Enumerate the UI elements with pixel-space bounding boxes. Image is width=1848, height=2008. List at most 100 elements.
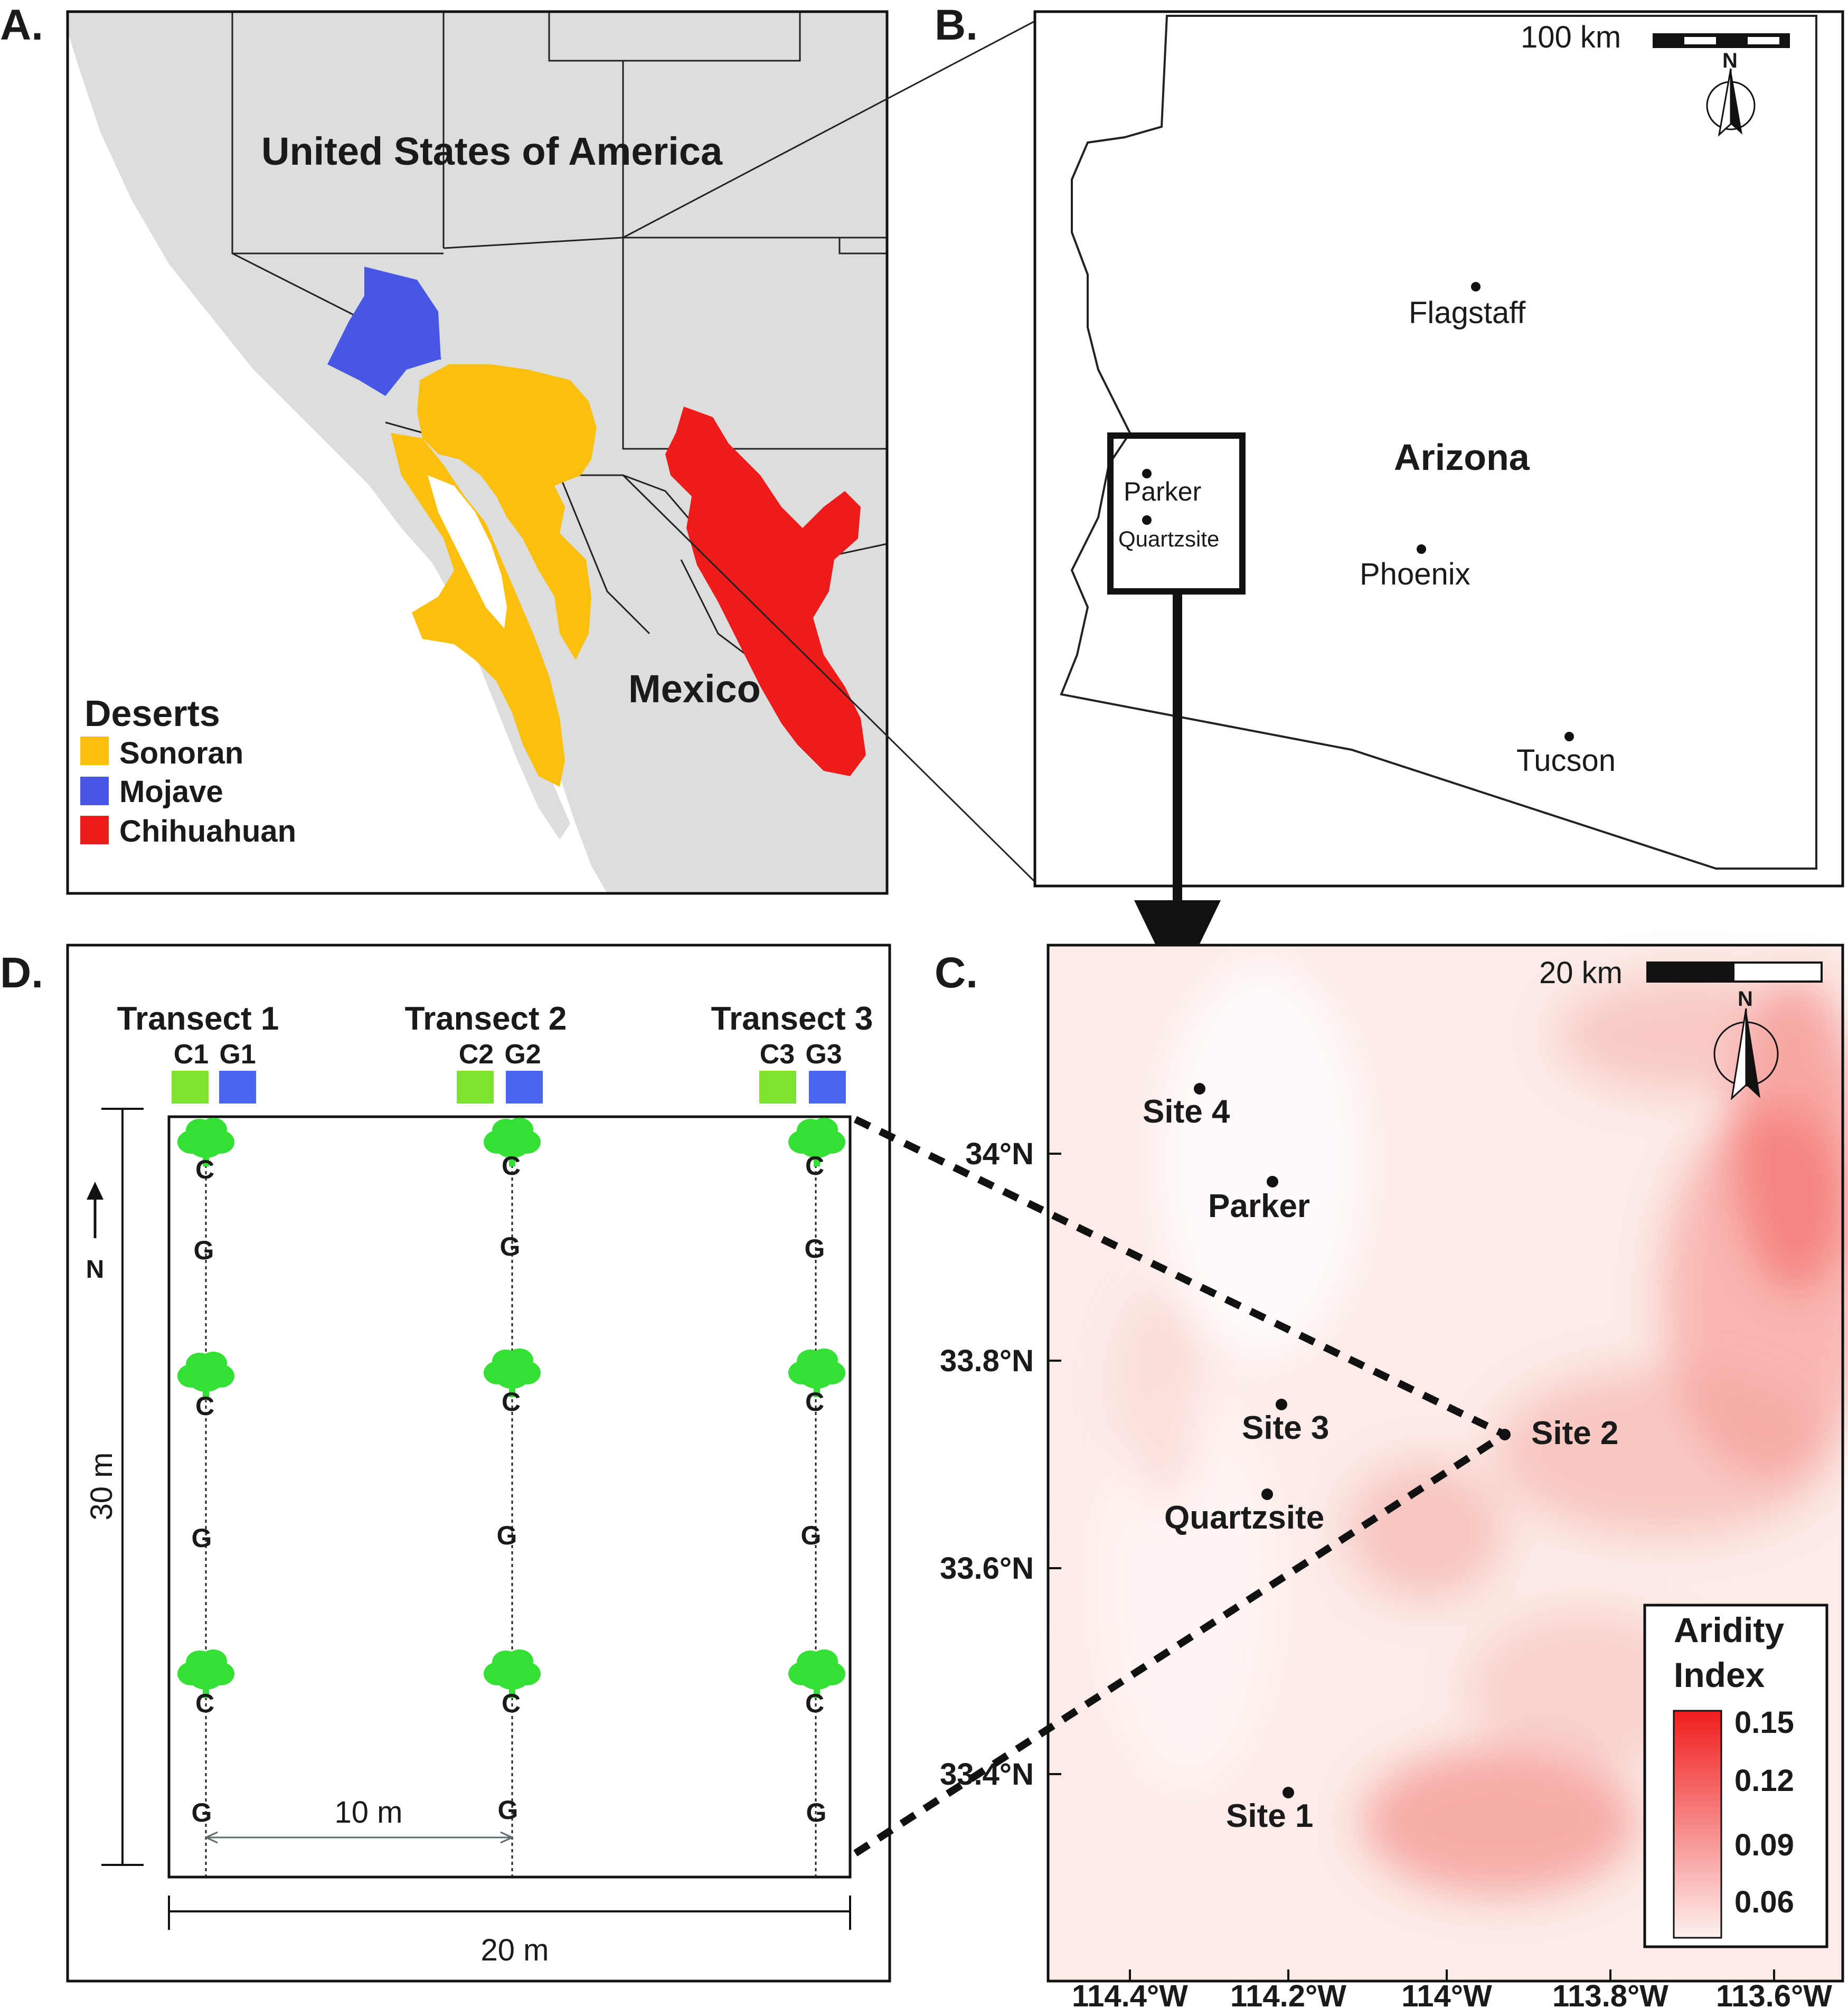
legend-label-chihuahuan: Chihuahuan	[119, 814, 296, 849]
gulf-of-california	[428, 475, 507, 628]
site-4-label: Site 4	[1143, 1093, 1230, 1130]
panel-b-label: B.	[935, 1, 978, 49]
g-mark: G	[192, 1798, 212, 1827]
transect-3-g-swatch	[809, 1071, 846, 1104]
arrow-b-to-c	[1134, 591, 1221, 990]
scale-label-b: 100 km	[1521, 20, 1621, 54]
g-mark: G	[805, 1234, 825, 1264]
width-label: 20 m	[481, 1933, 549, 1967]
aridity-color-ramp	[1673, 1710, 1722, 1939]
panel-b: B. 100 km N Arizona Flagstaff Phoenix Tu…	[935, 1, 1844, 888]
mexico-label: Mexico	[628, 667, 761, 711]
lon-tick-113-8: 113.8°W	[1552, 1979, 1668, 2008]
transect-3-c-swatch	[759, 1071, 796, 1104]
aridity-legend-value-0-06: 0.06	[1734, 1885, 1794, 1919]
plot-boundary	[167, 1115, 852, 1879]
lon-tick-113-6: 113.6°W	[1716, 1979, 1832, 2008]
aridity-legend-title-1: Aridity	[1674, 1610, 1784, 1649]
mojave-desert	[327, 267, 441, 396]
scale-bar-c: 20 km	[1539, 956, 1823, 990]
chihuahuan-desert	[665, 407, 866, 776]
transect-2-c-swatch	[457, 1071, 494, 1104]
spacing-dimension: 10 m	[205, 1795, 513, 1844]
transect-1-title: Transect 1	[117, 1001, 279, 1037]
lon-tick-114-4: 114.4°W	[1072, 1979, 1188, 2008]
g-mark: G	[192, 1523, 212, 1553]
c-mark: C	[502, 1689, 521, 1718]
north-arrow-b: N	[1706, 49, 1756, 137]
panel-a: A. United States of America Mexico	[0, 1, 889, 895]
transect-lines	[205, 1146, 817, 1877]
legend-swatch-mojave	[80, 777, 109, 805]
sonoran-desert-baja	[391, 433, 565, 787]
plot-north-arrow: N	[86, 1182, 105, 1284]
transect-2-c-label: C2	[459, 1039, 494, 1070]
arizona-outline	[1060, 15, 1817, 870]
aridity-legend-value-0-12: 0.12	[1734, 1764, 1794, 1798]
city-quartzsite: Quartzsite	[1118, 526, 1219, 551]
study-area-box	[1107, 432, 1246, 595]
lon-tick-114: 114°W	[1401, 1979, 1492, 2008]
c-mark: C	[195, 1391, 214, 1421]
legend-title: Deserts	[84, 693, 220, 734]
lat-tick-33-8: 33.8°N	[940, 1344, 1034, 1378]
legend-swatch-chihuahuan	[80, 816, 109, 844]
plot-north-label: N	[86, 1256, 105, 1284]
panel-b-frame	[1033, 10, 1844, 888]
transect-2-g-swatch	[506, 1071, 543, 1104]
height-dimension: 30 m	[84, 1108, 144, 1866]
c-mark: C	[805, 1689, 824, 1718]
g-mark: G	[806, 1798, 827, 1827]
aridity-legend-value-0-09: 0.09	[1734, 1828, 1794, 1862]
transect-3-c-label: C3	[760, 1039, 795, 1070]
lon-tick-114-2: 114.2°W	[1230, 1979, 1346, 2008]
north-arrow-c: N	[1713, 987, 1779, 1101]
sonoran-desert-north	[417, 364, 597, 660]
scale-label-c: 20 km	[1539, 956, 1623, 990]
site-1-label: Site 1	[1226, 1798, 1313, 1834]
site-markers: Site 4 Parker Site 3 Quartzsite Site 2 S…	[1143, 1083, 1618, 1834]
connector-a-to-b	[622, 20, 1036, 883]
legend-label-mojave: Mojave	[119, 775, 223, 809]
transect-1-g-label: G1	[219, 1039, 256, 1070]
aridity-legend: Aridity Index 0.15 0.12 0.09 0.06	[1643, 1604, 1828, 1948]
latitude-axis: 34°N 33.8°N 33.6°N 33.4°N	[940, 1137, 1061, 1792]
transect-1-c-label: C1	[174, 1039, 209, 1070]
connector-c-to-d	[853, 1116, 1507, 1856]
usa-label: United States of America	[261, 129, 723, 173]
panel-d: D. Transect 1 Transect 2 Transect 3 C1 G…	[0, 944, 891, 1983]
transect-2-title: Transect 2	[405, 1001, 567, 1037]
g-mark: G	[497, 1521, 517, 1550]
scale-bar-b: 100 km	[1521, 20, 1790, 54]
cities-b: Flagstaff Phoenix Tucson Parker Quartzsi…	[1118, 282, 1616, 778]
city-flagstaff: Flagstaff	[1409, 296, 1526, 330]
panel-c-frame	[1046, 944, 1844, 1983]
legend-label-sonoran: Sonoran	[119, 736, 243, 770]
transect-1-g-swatch	[219, 1071, 256, 1104]
desert-legend: Deserts Sonoran Mojave Chihuahuan	[80, 693, 296, 849]
transect-1-c-swatch	[172, 1071, 209, 1104]
site-3-label: Site 3	[1242, 1410, 1329, 1446]
spacing-label: 10 m	[335, 1795, 403, 1830]
c-mark: C	[805, 1387, 824, 1417]
transect-2-g-label: G2	[504, 1039, 541, 1070]
aridity-legend-title-2: Index	[1674, 1655, 1765, 1694]
legend-swatch-sonoran	[80, 737, 109, 765]
g-mark: G	[801, 1521, 822, 1550]
city-parker: Parker	[1124, 477, 1201, 506]
city-phoenix: Phoenix	[1360, 557, 1470, 591]
longitude-axis: 114.4°W 114.2°W 114°W 113.8°W 113.6°W	[1072, 1969, 1832, 2008]
transect-headers: Transect 1 Transect 2 Transect 3 C1 G1 C…	[117, 1001, 873, 1104]
panel-d-label: D.	[0, 949, 43, 997]
width-dimension: 20 m	[168, 1896, 851, 1967]
panel-d-frame	[66, 944, 891, 1983]
g-mark: G	[500, 1232, 521, 1261]
transect-3-g-label: G3	[805, 1039, 842, 1070]
g-mark: G	[498, 1795, 518, 1825]
site-2-label: Site 2	[1531, 1415, 1618, 1451]
lat-tick-33-6: 33.6°N	[940, 1551, 1034, 1586]
transect-3-title: Transect 3	[711, 1001, 873, 1037]
arizona-label: Arizona	[1394, 437, 1530, 478]
quartzsite-label: Quartzsite	[1164, 1500, 1324, 1536]
